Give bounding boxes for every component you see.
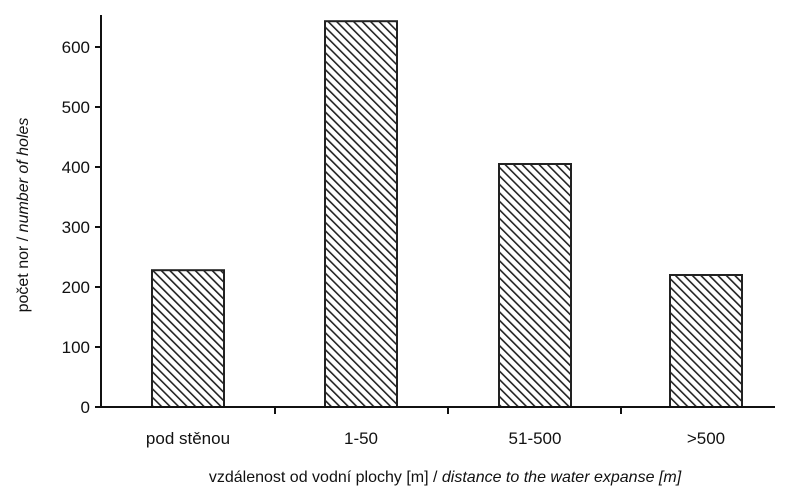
axes-group bbox=[100, 15, 775, 414]
x-category-label: >500 bbox=[687, 429, 725, 448]
x-axis-title: vzdálenost od vodní plochy [m] / distanc… bbox=[209, 469, 682, 486]
y-tick-label: 0 bbox=[81, 398, 90, 417]
y-tick-label: 300 bbox=[62, 218, 90, 237]
x-category-label: pod stěnou bbox=[146, 429, 230, 448]
y-axis-title-cz: počet nor bbox=[15, 245, 32, 312]
x-axis-title-cz: vzdálenost od vodní plochy [m] bbox=[209, 469, 429, 486]
x-category-labels: pod stěnou 1-50 51-500 >500 bbox=[146, 429, 725, 448]
y-axis-title-en: number of holes bbox=[15, 118, 32, 233]
y-tick-label: 200 bbox=[62, 278, 90, 297]
bar bbox=[669, 274, 743, 408]
x-axis-title-en: distance to the water expanse [m] bbox=[442, 469, 682, 486]
y-tick-label: 400 bbox=[62, 158, 90, 177]
bar bbox=[498, 163, 572, 408]
x-category-label: 1-50 bbox=[344, 429, 378, 448]
bar bbox=[324, 20, 398, 408]
y-axis-title: počet nor / number of holes bbox=[15, 118, 32, 313]
y-tick-label: 100 bbox=[62, 338, 90, 357]
y-tick-label: 600 bbox=[62, 38, 90, 57]
x-category-label: 51-500 bbox=[509, 429, 562, 448]
x-axis-title-sep: / bbox=[429, 469, 442, 486]
y-tick-label: 500 bbox=[62, 98, 90, 117]
bar bbox=[151, 269, 225, 409]
bars-group bbox=[151, 20, 743, 409]
y-ticks-group: 0 100 200 300 400 500 600 bbox=[62, 38, 101, 417]
y-axis-title-sep: / bbox=[15, 232, 32, 245]
